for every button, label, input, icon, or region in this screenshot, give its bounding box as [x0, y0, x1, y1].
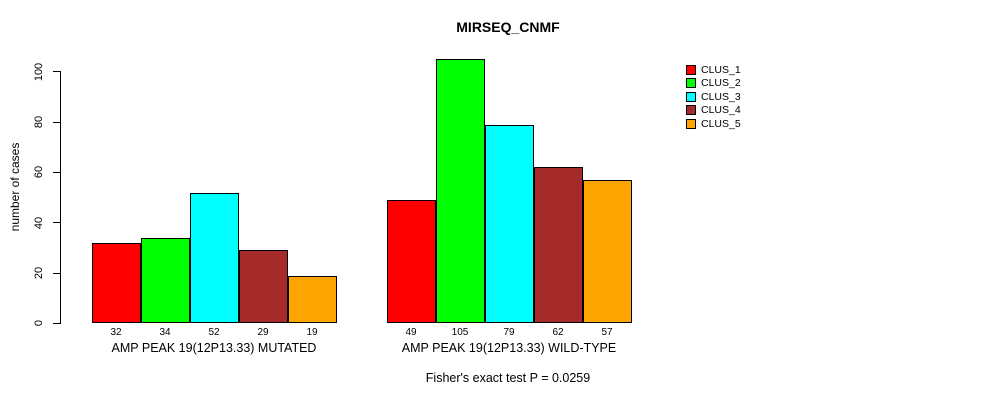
y-axis-tick	[53, 272, 60, 274]
bar-clus_5-group2	[582, 179, 632, 324]
bar-value-label: 34	[159, 327, 171, 338]
legend-label: CLUS_1	[701, 63, 741, 76]
legend-item-clus_2: CLUS_2	[686, 77, 741, 91]
group-label-wild-type: AMP PEAK 19(12P13.33) WILD-TYPE	[401, 341, 617, 355]
legend-label: CLUS_3	[701, 90, 741, 103]
y-axis-tick-label: 80	[33, 115, 45, 129]
bar-clus_4-group2	[533, 167, 583, 324]
bar-clus_3-group2	[484, 124, 534, 324]
bar-value-label: 52	[208, 327, 220, 338]
y-axis-tick-label: 0	[33, 320, 45, 327]
fisher-test-subtitle: Fisher's exact test P = 0.0259	[425, 371, 591, 385]
y-axis-tick-label: 40	[33, 216, 45, 229]
bar-value-label: 79	[503, 327, 515, 338]
legend-swatch-icon	[686, 118, 696, 129]
bar-value-label: 29	[257, 327, 269, 338]
y-axis-tick	[53, 121, 60, 123]
legend-label: CLUS_4	[701, 104, 741, 117]
y-axis-tick	[53, 171, 60, 173]
bar-clus_1-group1	[91, 242, 141, 324]
legend-swatch-icon	[686, 78, 696, 89]
legend-item-clus_4: CLUS_4	[686, 104, 741, 118]
legend: CLUS_1 CLUS_2 CLUS_3 CLUS_4 CLUS_5	[686, 63, 741, 131]
bar-clus_1-group2	[386, 200, 436, 324]
legend-swatch-icon	[686, 105, 696, 116]
y-axis-tick	[53, 322, 60, 324]
y-axis-tick	[53, 222, 60, 224]
legend-item-clus_3: CLUS_3	[686, 90, 741, 104]
bar-clus_3-group1	[189, 192, 239, 324]
bar-value-label: 32	[110, 327, 122, 338]
bar-clus_5-group1	[287, 275, 337, 324]
y-axis-line	[60, 71, 61, 324]
y-axis-tick-label: 20	[33, 266, 45, 280]
legend-item-clus_1: CLUS_1	[686, 63, 741, 77]
bar-value-label: 57	[601, 327, 613, 338]
bar-clus_4-group1	[238, 250, 288, 324]
legend-swatch-icon	[686, 91, 696, 102]
chart-title: MIRSEQ_CNMF	[456, 19, 560, 35]
legend-swatch-icon	[686, 64, 696, 75]
bar-value-label: 49	[405, 327, 417, 338]
bar-clus_2-group1	[140, 237, 190, 324]
legend-label: CLUS_2	[701, 77, 741, 90]
y-axis-tick-label: 60	[33, 166, 45, 179]
bar-value-label: 19	[306, 327, 318, 338]
y-axis-tick-label: 100	[33, 62, 45, 81]
bar-value-label: 62	[552, 327, 564, 338]
legend-item-clus_5: CLUS_5	[686, 117, 741, 131]
y-axis-tick	[53, 71, 60, 73]
bar-value-label: 105	[451, 327, 469, 338]
y-axis-label: number of cases	[8, 142, 22, 232]
legend-label: CLUS_5	[701, 117, 741, 130]
group-label-mutated: AMP PEAK 19(12P13.33) MUTATED	[111, 341, 317, 355]
bar-clus_2-group2	[435, 59, 485, 324]
